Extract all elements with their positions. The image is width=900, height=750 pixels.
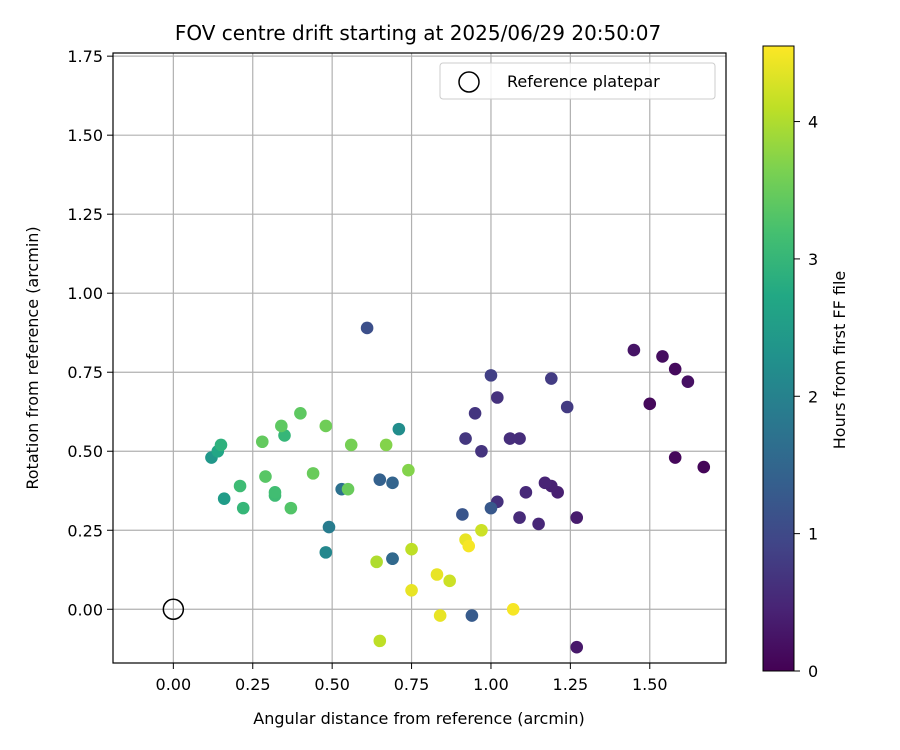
data-point <box>370 555 383 569</box>
data-point <box>643 397 657 411</box>
data-point <box>697 460 711 474</box>
data-point <box>255 435 269 449</box>
colorbar-tick-label: 1 <box>808 525 818 544</box>
plot-frame <box>112 52 727 664</box>
y-tick-label: 0.75 <box>67 363 103 382</box>
legend-box <box>439 62 716 100</box>
data-point <box>405 584 418 597</box>
y-tick-label: 1.75 <box>67 47 103 66</box>
data-point <box>259 470 272 483</box>
data-point <box>322 520 336 534</box>
x-axis-ticks: 0.00 0.25 0.50 0.75 1.00 1.25 1.50 <box>156 663 668 694</box>
data-point <box>360 321 374 335</box>
data-point <box>306 467 320 480</box>
y-tick-label: 0.00 <box>67 600 103 619</box>
y-tick-label: 1.00 <box>67 284 103 303</box>
data-point <box>402 463 415 477</box>
data-point <box>519 486 533 499</box>
data-point <box>386 476 399 490</box>
data-point <box>570 640 584 654</box>
x-tick-label: 1.50 <box>632 675 668 694</box>
data-point <box>284 501 298 515</box>
data-point <box>475 444 488 458</box>
data-point <box>344 438 358 452</box>
data-point <box>392 422 406 436</box>
x-tick-label: 0.25 <box>235 675 271 694</box>
x-tick-label: 0.00 <box>156 675 192 694</box>
chart-title: FOV centre drift starting at 2025/06/29 … <box>175 21 661 45</box>
legend-reference-icon <box>458 71 480 93</box>
data-point <box>668 451 682 464</box>
data-point <box>532 517 545 531</box>
data-point <box>341 482 355 496</box>
colorbar-label: Hours from first FF file <box>830 271 849 450</box>
data-point <box>513 432 526 445</box>
y-tick-label: 1.50 <box>67 126 103 145</box>
data-point <box>294 407 307 420</box>
data-point <box>560 400 574 414</box>
data-point <box>278 429 291 442</box>
data-point <box>462 539 476 553</box>
plot-background <box>113 53 726 663</box>
data-point <box>468 407 482 420</box>
data-point <box>503 432 517 445</box>
data-point <box>386 552 399 565</box>
legend: Reference platepar <box>439 62 716 100</box>
data-point <box>456 508 469 521</box>
colorbar-ticks: 0 1 2 3 4 <box>794 113 818 681</box>
data-point <box>443 574 456 588</box>
data-point <box>506 602 520 616</box>
data-point <box>459 432 472 445</box>
data-point <box>405 542 418 556</box>
data-point <box>570 511 584 524</box>
colorbar-gradient <box>762 45 795 672</box>
colorbar-tick-label: 0 <box>808 662 818 681</box>
data-point <box>217 492 231 505</box>
data-point <box>319 419 333 433</box>
colorbar-tick-label: 3 <box>808 250 818 269</box>
x-tick-label: 1.25 <box>553 675 589 694</box>
y-tick-label: 0.50 <box>67 442 103 461</box>
y-axis-ticks: 0.00 0.25 0.50 0.75 1.00 1.25 1.50 1.75 <box>67 47 113 619</box>
data-point <box>627 343 641 357</box>
data-point <box>545 372 558 385</box>
legend-label-reference: Reference platepar <box>507 72 660 91</box>
colorbar: 0 1 2 3 4 Hours from first FF file <box>762 45 849 681</box>
data-point <box>373 634 387 648</box>
data-point <box>668 362 682 376</box>
data-point <box>513 511 526 524</box>
data-point <box>373 473 387 486</box>
y-tick-label: 1.25 <box>67 205 103 224</box>
data-point <box>233 479 247 493</box>
data-point <box>681 375 695 389</box>
colorbar-tick-label: 4 <box>808 113 818 132</box>
data-point <box>379 438 393 452</box>
data-point <box>268 486 282 499</box>
x-axis-label: Angular distance from reference (arcmin) <box>253 709 584 728</box>
data-point <box>484 501 498 515</box>
data-point <box>491 391 504 404</box>
data-point <box>214 438 228 452</box>
data-point <box>430 568 444 581</box>
x-tick-label: 1.00 <box>473 675 509 694</box>
data-point <box>433 609 447 622</box>
data-point <box>484 369 498 382</box>
data-point <box>538 476 552 490</box>
data-point <box>656 350 669 363</box>
data-point <box>275 419 288 433</box>
data-point <box>465 609 479 622</box>
reference-platepar-marker <box>162 598 185 621</box>
x-tick-label: 0.50 <box>314 675 350 694</box>
y-axis-label: Rotation from reference (arcmin) <box>23 226 42 489</box>
data-point <box>475 523 488 537</box>
x-tick-label: 0.75 <box>394 675 430 694</box>
data-point <box>236 501 250 515</box>
grid-lines <box>113 53 726 663</box>
plot-area: 0.00 0.25 0.50 0.75 1.00 1.25 1.50 0.00 0.25 0.5… <box>67 47 727 694</box>
data-points <box>205 321 711 654</box>
data-point <box>319 546 333 559</box>
colorbar-tick-label: 2 <box>808 387 818 406</box>
y-tick-label: 0.25 <box>67 521 103 540</box>
